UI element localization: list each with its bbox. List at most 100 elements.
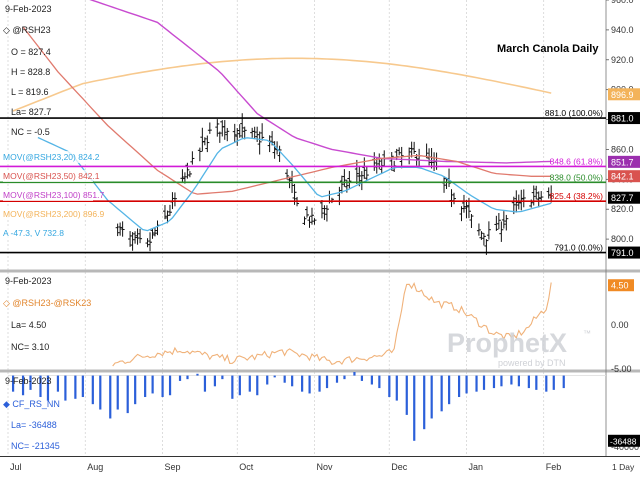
cot-bar [221, 375, 224, 380]
cot-bar [465, 375, 468, 394]
spread-symbol-label: ◇ @RSH23-@RSK23 [3, 298, 91, 308]
price-right-label: 896.9 [611, 90, 634, 100]
ma-200-line [12, 57, 552, 112]
cot-info-last: La= -36488 [11, 420, 57, 430]
price-right-label-box [608, 155, 640, 168]
x-axis-month-label: Feb [546, 462, 562, 472]
price-ytick-label: 960.0 [611, 0, 634, 5]
price-right-label-box [608, 246, 640, 259]
cot-bar [238, 375, 241, 396]
spread-right-label-box [608, 279, 634, 292]
x-axis-period-label: 1 Day [612, 462, 635, 472]
indicator-label: MOV(@RSH23,200) 896.9 [3, 209, 105, 219]
cot-bar [74, 375, 77, 399]
x-axis-month-label: Dec [391, 462, 408, 472]
x-axis-month-label: Oct [239, 462, 254, 472]
cot-bar [388, 375, 391, 398]
indicator-bg [3, 170, 93, 182]
cot-bar [360, 375, 364, 381]
fib-label: 791.0 (0.0%) [554, 243, 603, 253]
cot-bar [475, 375, 478, 392]
text-layer: 881.0 (100.0%) 848.6 (61.8%) 838.0 (50.0%)… [3, 0, 640, 472]
cot-date-label: 9-Feb-2023 [5, 376, 52, 386]
cot-bar [448, 375, 451, 405]
cot-bar [535, 375, 538, 390]
cot-bar [325, 375, 329, 389]
cot-bar [413, 375, 416, 441]
grid-layer [0, 0, 640, 457]
fib-label: 848.6 (61.8%) [550, 156, 604, 166]
cot-bar [482, 375, 486, 390]
cot-right-label: -36488 [610, 436, 637, 446]
ohlc-bars [115, 113, 554, 255]
spread-line [112, 282, 552, 367]
cot-bar [500, 375, 503, 387]
price-ytick-label: 860.0 [611, 144, 634, 154]
cot-bar [213, 375, 217, 387]
price-ytick-label: 800.0 [611, 234, 634, 244]
spread-info-last: La= 4.50 [11, 320, 46, 330]
x-axis-month-label: Jul [10, 462, 22, 472]
cot-bar [283, 375, 286, 383]
price-right-label: 842.1 [611, 172, 634, 182]
cot-bar [39, 375, 42, 398]
cot-bar [440, 375, 443, 412]
price-date-label: 9-Feb-2023 [5, 4, 52, 14]
price-info-value: H = 828.8 [11, 67, 50, 77]
ma-20-line [37, 136, 552, 232]
price-info-value: NC = -0.5 [11, 127, 50, 137]
indicator-label: MOV(@RSH23,100) 851.7 [3, 190, 105, 200]
spread-ytick-label: -5.00 [611, 364, 632, 374]
indicator-bg [3, 189, 93, 201]
cot-bar [56, 375, 60, 392]
watermark-trademark: ™ [583, 329, 591, 338]
cot-bar [178, 375, 182, 381]
cot-bar [99, 375, 102, 410]
price-info-value: O = 827.4 [11, 47, 51, 57]
cot-bar [395, 375, 398, 401]
cot-bar [161, 375, 164, 398]
cot-bar [231, 375, 234, 399]
cot-bar [343, 375, 346, 380]
series-layer [0, 0, 606, 441]
indicator-bg [3, 151, 93, 163]
x-axis-month-label: Nov [316, 462, 333, 472]
ma-50-line [22, 26, 552, 195]
cot-bar [186, 375, 189, 380]
indicator-label: A -47.3, V 732.8 [3, 228, 64, 238]
cot-bar [144, 375, 147, 398]
cot-bar [91, 375, 94, 405]
cot-bar [248, 375, 251, 392]
price-right-label: 827.7 [611, 193, 634, 203]
ma-100-line [89, 0, 552, 164]
cot-bar [266, 375, 269, 385]
cot-bar [318, 375, 321, 392]
cot-symbol-label: ◆ CF_RS_NN [3, 399, 60, 409]
cot-bar [308, 375, 311, 394]
panel-separator [0, 369, 640, 373]
cot-bar [46, 375, 50, 401]
x-axis-month-label: Sep [164, 462, 180, 472]
cot-bar [527, 375, 530, 389]
watermark-sub: powered by DTN [498, 358, 566, 368]
fib-label: 825.4 (38.2%) [550, 191, 604, 201]
cot-bar [423, 375, 426, 430]
price-right-label-box [608, 112, 640, 125]
x-axis-month-label: Aug [87, 462, 103, 472]
price-symbol-label: ◇ @RSH23 [3, 25, 51, 35]
cot-bar [552, 375, 555, 390]
price-ytick-label: 820.0 [611, 204, 634, 214]
cot-right-label-box [608, 434, 640, 447]
spread-right-label: 4.50 [611, 281, 629, 291]
cot-bar [370, 375, 373, 385]
price-right-label: 881.0 [611, 114, 634, 124]
cot-bar [335, 375, 339, 383]
cot-bar [29, 375, 32, 390]
price-right-label-box [608, 191, 640, 204]
cot-bar [196, 373, 199, 376]
cot-bar [517, 375, 520, 387]
cot-bar [562, 375, 565, 389]
